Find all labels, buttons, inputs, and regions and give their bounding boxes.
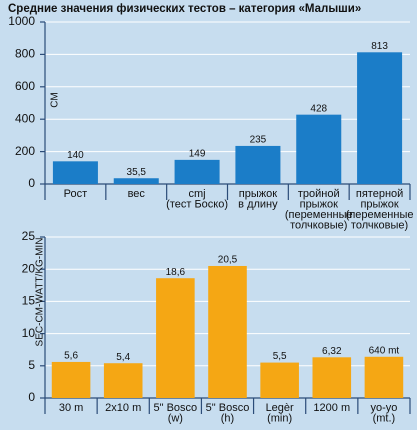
value-label: 20,5	[218, 255, 238, 266]
bar	[364, 356, 404, 398]
y-tick-label: 15	[22, 294, 36, 308]
x-tick-label: 1200 m	[313, 402, 350, 414]
x-tick-label: прыжок в длину	[238, 188, 278, 211]
bar	[235, 145, 281, 184]
bar	[260, 362, 299, 398]
y-tick-label: 800	[15, 47, 35, 61]
y-tick-label: 20	[22, 261, 36, 275]
y-axis-label: СМ	[50, 92, 61, 107]
x-tick-label: пятерной прыжок (переменные толчковые)	[346, 188, 414, 232]
bar	[174, 159, 220, 184]
x-tick-label: 5" Bosco (w)	[154, 402, 198, 425]
bar	[52, 161, 98, 184]
x-tick-label: тройной прыжок (переменные толчковые)	[285, 188, 353, 232]
value-label: 640 mt	[369, 345, 400, 356]
value-label: 5,4	[116, 352, 130, 363]
y-tick-label: 10	[22, 326, 36, 340]
x-tick-label: 2x10 m	[105, 402, 141, 414]
bar	[156, 278, 195, 398]
value-label: 35,5	[127, 167, 147, 178]
value-label: 5,5	[273, 351, 287, 362]
value-label: 149	[189, 149, 206, 160]
y-axis-label: SEC-CM-WATT/KG-MIN	[35, 238, 46, 347]
x-tick-label: cmj (тест Боско)	[166, 188, 228, 211]
bar	[208, 265, 247, 398]
x-tick-label: вес	[128, 188, 146, 200]
bar	[103, 363, 143, 398]
value-label: 428	[310, 103, 327, 114]
y-tick-label: 1000	[8, 14, 35, 28]
y-tick-label: 5	[28, 358, 35, 372]
x-tick-label: Рост	[64, 188, 88, 200]
value-label: 235	[250, 135, 267, 146]
y-tick-label: 0	[28, 390, 35, 404]
x-tick-label: 30 m	[59, 402, 83, 414]
y-tick-label: 200	[15, 144, 35, 158]
value-label: 813	[371, 41, 388, 52]
y-tick-label: 25	[22, 229, 36, 243]
x-tick-label: yo-yo (mt.)	[370, 402, 397, 425]
y-tick-label: 600	[15, 79, 35, 93]
value-label: 18,6	[166, 267, 186, 278]
y-tick-label: 0	[28, 176, 35, 190]
chart-title: Средние значения физических тестов – кат…	[8, 3, 361, 15]
value-label: 6,32	[322, 346, 342, 357]
x-tick-label: Legèr (min)	[266, 402, 294, 425]
bar	[296, 114, 342, 184]
value-label: 140	[67, 150, 84, 161]
bar	[357, 52, 403, 184]
value-label: 5,6	[64, 351, 78, 362]
bar	[51, 361, 91, 398]
y-tick-label: 400	[15, 111, 35, 125]
bar	[113, 178, 159, 184]
x-tick-label: 5" Bosco (h)	[206, 402, 250, 425]
bar	[312, 357, 352, 398]
